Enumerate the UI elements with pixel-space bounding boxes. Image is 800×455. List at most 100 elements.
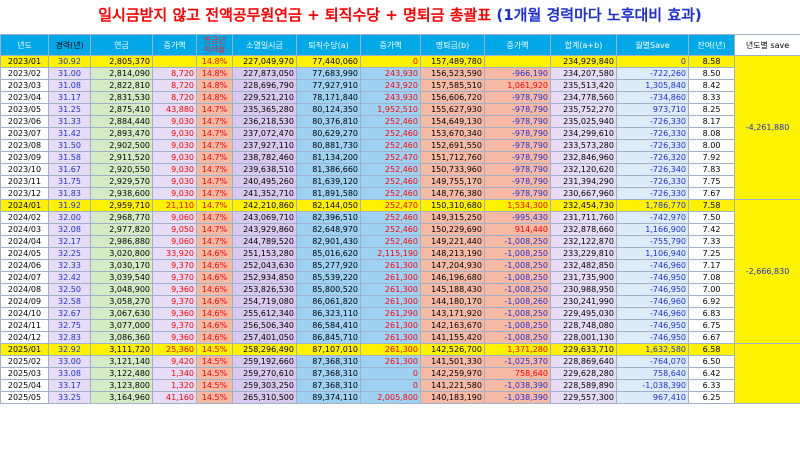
row-career: 31.83	[48, 187, 91, 200]
row-career: 30.92	[48, 55, 91, 68]
row-lump-sum: 259,303,250	[232, 379, 297, 392]
row-year: 2024/01	[0, 199, 49, 212]
row-career: 32.58	[48, 295, 91, 308]
row-pension: 2,822,810	[90, 79, 153, 92]
row-honorary: 155,627,930	[420, 103, 485, 116]
header-total: 합계(a+b)	[550, 34, 617, 56]
row-year: 2023/04	[0, 91, 49, 104]
table-row: 2023/03 31.08 2,822,810 8,720 14.8% 228,696,7…	[0, 79, 800, 92]
header-remaining: 잔여(년)	[688, 34, 735, 56]
row-retirement-allowance: 77,440,060	[296, 55, 361, 68]
row-total: 230,667,960	[550, 187, 617, 200]
row-honorary-increase: -1,008,250	[484, 247, 551, 260]
row-interest-rate: 14.6%	[196, 331, 233, 344]
table-row: 2023/06 31.33 2,884,440 9,030 14.7% 236,218,5…	[0, 115, 800, 128]
table-row: 2024/03 32.08 2,977,820 9,050 14.7% 243,929,8…	[0, 223, 800, 236]
row-pension: 2,920,550	[90, 163, 153, 176]
table-row: 2024/12 32.83 3,086,360 9,360 14.6% 257,401,0…	[0, 331, 800, 344]
row-remaining: 7.33	[688, 235, 735, 248]
row-career: 32.92	[48, 343, 91, 356]
row-honorary: 148,213,190	[420, 247, 485, 260]
row-interest-rate: 14.5%	[196, 391, 233, 404]
row-retirement-increase: 261,290	[360, 307, 421, 320]
row-retirement-allowance: 80,629,270	[296, 127, 361, 140]
row-pension-increase: 9,370	[152, 259, 197, 272]
table-row: 2024/07 32.42 3,039,540 9,370 14.6% 252,934,8…	[0, 271, 800, 284]
row-remaining: 8.25	[688, 103, 735, 116]
row-lump-sum: 236,218,530	[232, 115, 297, 128]
row-retirement-allowance: 86,323,110	[296, 307, 361, 320]
row-honorary: 156,523,590	[420, 67, 485, 80]
row-retirement-increase: 2,005,800	[360, 391, 421, 404]
table-row: 2025/04 33.17 3,123,800 1,320 14.5% 259,303,2…	[0, 379, 800, 392]
row-total: 235,025,940	[550, 115, 617, 128]
row-career: 33.00	[48, 355, 91, 368]
row-monthly-save: 1,166,900	[616, 223, 689, 236]
row-interest-rate: 14.7%	[196, 223, 233, 236]
row-interest-rate: 14.7%	[196, 163, 233, 176]
row-pension: 2,938,600	[90, 187, 153, 200]
row-interest-rate: 14.7%	[196, 187, 233, 200]
row-pension-increase: 8,720	[152, 91, 197, 104]
row-retirement-allowance: 78,171,840	[296, 91, 361, 104]
row-retirement-increase: 0	[360, 379, 421, 392]
row-honorary-increase: -978,790	[484, 127, 551, 140]
row-monthly-save: -726,330	[616, 127, 689, 140]
table-row: 2024/10 32.67 3,067,630 9,360 14.6% 255,612,3…	[0, 307, 800, 320]
row-honorary: 150,733,960	[420, 163, 485, 176]
row-pension: 2,814,090	[90, 67, 153, 80]
row-total: 233,573,280	[550, 139, 617, 152]
row-retirement-increase: 261,300	[360, 343, 421, 356]
row-career: 32.83	[48, 331, 91, 344]
row-total: 230,988,950	[550, 283, 617, 296]
row-year: 2024/09	[0, 295, 49, 308]
row-retirement-allowance: 81,134,200	[296, 151, 361, 164]
row-monthly-save: -726,330	[616, 139, 689, 152]
table-row: 2023/10 31.67 2,920,550 9,030 14.7% 239,638,5…	[0, 163, 800, 176]
row-interest-rate: 14.7%	[196, 115, 233, 128]
row-career: 31.58	[48, 151, 91, 164]
row-retirement-increase: 0	[360, 367, 421, 380]
row-honorary: 145,188,430	[420, 283, 485, 296]
header-retirement-increase: 증가액	[360, 34, 421, 56]
row-monthly-save: -734,860	[616, 91, 689, 104]
row-interest-rate: 14.5%	[196, 379, 233, 392]
row-pension-increase: 41,160	[152, 391, 197, 404]
row-honorary: 150,310,680	[420, 199, 485, 212]
row-retirement-allowance: 82,396,510	[296, 211, 361, 224]
row-honorary: 149,315,250	[420, 211, 485, 224]
row-honorary-increase: -1,038,390	[484, 379, 551, 392]
row-lump-sum: 237,072,470	[232, 127, 297, 140]
row-lump-sum: 265,310,500	[232, 391, 297, 404]
row-interest-rate: 14.6%	[196, 295, 233, 308]
row-pension: 2,911,520	[90, 151, 153, 164]
row-retirement-increase: 252,460	[360, 139, 421, 152]
row-retirement-increase: 243,930	[360, 67, 421, 80]
row-lump-sum: 239,638,510	[232, 163, 297, 176]
row-retirement-increase: 243,920	[360, 79, 421, 92]
row-pension: 2,902,500	[90, 139, 153, 152]
row-interest-rate: 14.6%	[196, 259, 233, 272]
row-honorary: 154,649,130	[420, 115, 485, 128]
row-honorary-increase: -1,008,250	[484, 235, 551, 248]
row-remaining: 8.58	[688, 55, 735, 68]
row-honorary: 142,526,700	[420, 343, 485, 356]
row-interest-rate: 14.5%	[196, 355, 233, 368]
header-lump-sum: 소멸일시금	[232, 34, 297, 56]
row-retirement-allowance: 85,277,920	[296, 259, 361, 272]
row-retirement-allowance: 81,639,120	[296, 175, 361, 188]
header-honorary: 명퇴금(b)	[420, 34, 485, 56]
row-remaining: 8.00	[688, 139, 735, 152]
row-interest-rate: 14.6%	[196, 283, 233, 296]
row-honorary: 147,204,930	[420, 259, 485, 272]
row-lump-sum: 229,521,210	[232, 91, 297, 104]
row-year: 2025/01	[0, 343, 49, 356]
row-honorary: 141,501,330	[420, 355, 485, 368]
row-monthly-save: -746,950	[616, 331, 689, 344]
row-total: 232,120,620	[550, 163, 617, 176]
row-year: 2025/04	[0, 379, 49, 392]
row-total: 234,207,580	[550, 67, 617, 80]
row-career: 32.33	[48, 259, 91, 272]
row-pension-increase: 9,060	[152, 235, 197, 248]
row-retirement-allowance: 87,368,310	[296, 367, 361, 380]
